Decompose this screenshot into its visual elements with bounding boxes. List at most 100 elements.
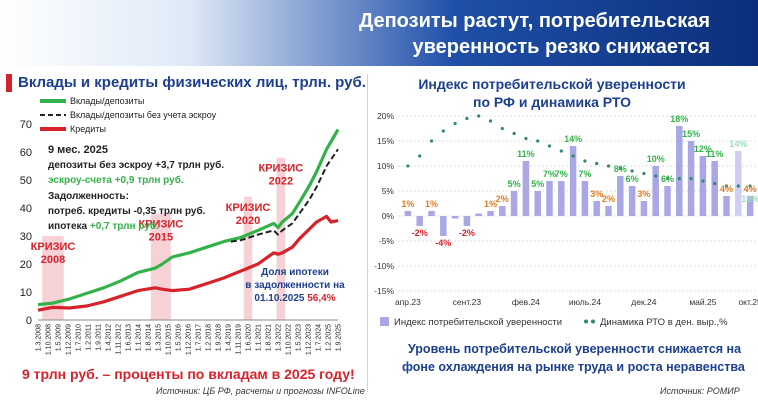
- annotation-mortgage-share-3: 01.10.2025 56,4%: [254, 293, 335, 304]
- bar-value-label: 10%: [647, 154, 665, 164]
- rto-point: [748, 184, 752, 188]
- y-tick-label: 30: [20, 231, 32, 243]
- rto-point: [618, 166, 622, 171]
- rto-point: [512, 131, 516, 136]
- left-chart-title: Вклады и кредиты физических лиц, трлн. р…: [18, 74, 366, 91]
- rto-point: [536, 139, 540, 143]
- bar-value-label: 1%: [401, 199, 414, 209]
- x-tick-label: окт.25: [738, 297, 758, 307]
- x-tick-label: 1.1.2021: [256, 324, 263, 351]
- y-tick-label: -15%: [374, 286, 394, 296]
- x-tick-label: 1.3.2015: [156, 324, 163, 351]
- legend-label-rto: Динамика РТО в ден. выр.,%: [600, 317, 728, 328]
- right-source: Источник: РОМИР: [660, 386, 740, 396]
- bar: [428, 211, 435, 216]
- bar: [699, 156, 707, 216]
- bar-value-label: 5%: [508, 179, 521, 189]
- legend-swatch-rto-left: [584, 319, 588, 324]
- rto-point: [736, 184, 740, 188]
- right-legend: Индекс потребительской уверенности Динам…: [380, 317, 728, 328]
- rto-point: [642, 171, 646, 176]
- rto-point: [689, 176, 693, 181]
- rto-point: [571, 154, 575, 158]
- annotation-mortgage-share-date: 01.10.2025: [254, 293, 307, 304]
- bar-value-label: 14%: [729, 139, 747, 149]
- left-source: Источник: ЦБ РФ, расчеты и прогнозы INFO…: [156, 386, 365, 396]
- bar: [628, 186, 636, 216]
- bar-value-label: -2%: [412, 228, 428, 238]
- bar: [546, 181, 553, 216]
- x-tick-label: 1.3.2022: [276, 324, 283, 351]
- bar: [558, 181, 565, 216]
- bar-value-label: 11%: [517, 149, 535, 159]
- bar-value-label: 3%: [590, 189, 603, 199]
- rto-point: [595, 161, 599, 166]
- series-line-loans: [37, 214, 339, 312]
- rto-point-label: 18%: [741, 194, 758, 204]
- x-tick-label: 1.11.2012: [116, 324, 123, 355]
- bar-value-label: 4%: [744, 184, 757, 194]
- x-tick-label: апр.23: [395, 297, 421, 307]
- annotation-deposits: депозиты без эскроу +3,7 трлн руб.: [48, 159, 224, 171]
- annotation-mortgage-value: +0,7 трлн руб.: [90, 220, 159, 232]
- x-tick-label: 1.4.2012: [106, 324, 113, 351]
- x-tick-label: сент.23: [453, 297, 482, 307]
- bar-value-label: 5%: [531, 179, 544, 189]
- crisis-year-2020: 2020: [236, 215, 260, 227]
- rto-point: [724, 184, 729, 188]
- bar-value-label: -2%: [459, 228, 475, 238]
- annotation-consumer-loans: потреб. кредиты -0,35 трлн руб.: [48, 205, 206, 217]
- x-tick-label: 1.7.2017: [196, 324, 203, 351]
- bar: [605, 206, 612, 216]
- annotation-mortgage: ипотека +0,7 трлн руб.: [48, 220, 159, 232]
- bar: [451, 216, 459, 219]
- x-tick-label: дек.24: [631, 297, 656, 307]
- bar: [581, 181, 589, 216]
- bar: [617, 176, 624, 216]
- crisis-zone-2022: [276, 157, 286, 320]
- deposits-loans-chart: КРИЗИС2008КРИЗИС2015КРИЗИС2020КРИЗИС2022…: [20, 96, 345, 355]
- x-tick-label: 1.5.2023: [296, 324, 303, 351]
- rto-point: [654, 174, 658, 178]
- x-tick-label: 1.9.2018: [216, 324, 223, 351]
- y-tick-label: 15%: [377, 136, 394, 146]
- crisis-label-2020: КРИЗИС: [226, 202, 271, 214]
- bar: [593, 201, 600, 216]
- rto-point: [418, 154, 422, 158]
- crisis-label-2008: КРИЗИС: [31, 241, 76, 253]
- panel-separator: [367, 74, 368, 392]
- bar: [652, 166, 659, 216]
- legend-swatch-rto-right: [591, 319, 595, 324]
- annotation-escrow: эскроу-счета +0,9 трлн руб.: [48, 174, 184, 186]
- header-title-line1: Депозиты растут, потребительская: [358, 10, 710, 32]
- bar: [416, 216, 423, 226]
- bar-value-label: 4%: [720, 184, 733, 194]
- bar: [499, 206, 506, 216]
- y-tick-label: 70: [20, 119, 32, 131]
- bar-value-label: 18%: [670, 114, 688, 124]
- x-tick-label: 1.10.2008: [46, 324, 53, 355]
- bar-value-label: 12%: [694, 144, 712, 154]
- x-tick-label: 1.11.2019: [236, 324, 243, 355]
- y-tick-label: 40: [20, 203, 32, 215]
- right-footer-line1: Уровень потребительской уверенности сниж…: [408, 342, 742, 356]
- bar-value-label: 14%: [564, 134, 582, 144]
- bar: [510, 191, 518, 216]
- rto-point: [465, 116, 469, 121]
- y-tick-label: 50: [20, 175, 32, 187]
- annotation-period: 9 мес. 2025: [48, 144, 108, 156]
- rto-point: [500, 126, 504, 131]
- rto-point: [559, 149, 563, 153]
- left-footer-text: 9 трлн руб. – проценты по вкладам в 2025…: [22, 366, 355, 382]
- bar: [676, 126, 683, 216]
- x-tick-label: 1.9.2011: [96, 324, 103, 351]
- header-banner: Депозиты растут, потребительская уверенн…: [0, 0, 758, 66]
- x-tick-label: 1.12.2009: [66, 324, 73, 355]
- bar: [640, 201, 648, 216]
- annotation-mortgage-share-1: Доля ипотеки: [261, 267, 329, 278]
- rto-point: [606, 164, 611, 168]
- bar: [440, 216, 447, 236]
- annotation-debt: Задолженность:: [48, 191, 129, 202]
- bar-value-label: 7%: [578, 169, 591, 179]
- x-tick-label: 1.3.2008: [36, 324, 43, 351]
